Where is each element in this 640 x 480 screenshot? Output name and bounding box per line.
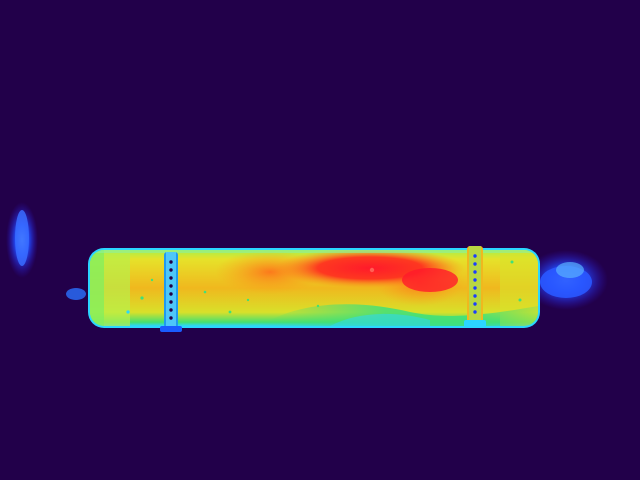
- left-glow: [6, 202, 86, 300]
- left-clamp: [160, 252, 182, 332]
- right-glow: [524, 250, 608, 310]
- right-clamp: [464, 246, 486, 328]
